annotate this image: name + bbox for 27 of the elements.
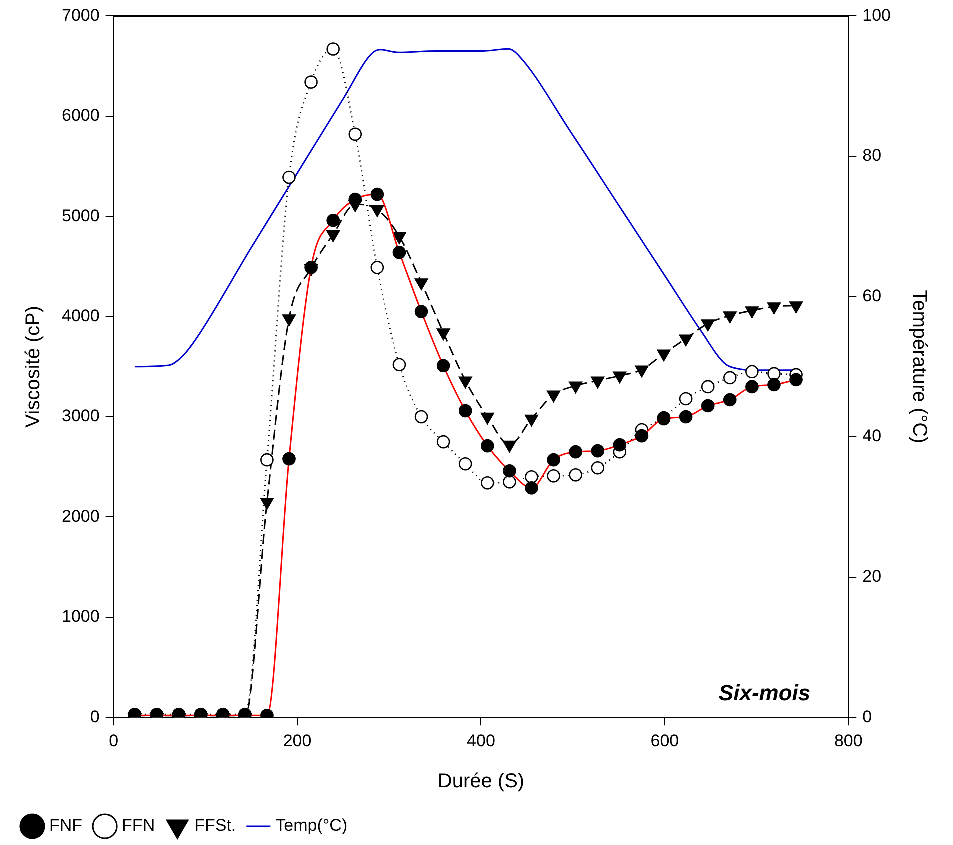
y-tick-label: 2000	[62, 506, 100, 526]
x-tick-label: 800	[834, 731, 863, 750]
y2-tick-label: 40	[862, 426, 882, 446]
y2-tick-label: 0	[862, 707, 872, 726]
x-tick-label: 400	[467, 731, 496, 750]
y-tick-label: 1000	[62, 607, 100, 626]
y-tick-label: 4000	[62, 306, 100, 326]
y2-tick-label: 100	[862, 6, 892, 25]
y2-axis-title: Température (°C)	[908, 290, 930, 444]
y-tick-label: 5000	[62, 206, 100, 226]
x-tick-label: 600	[650, 731, 680, 750]
x-axis-title: Durée (S)	[438, 770, 525, 793]
y-tick-label: 6000	[62, 106, 100, 126]
legend-label: FFSt.	[194, 816, 236, 836]
legend-label: FNF	[50, 816, 83, 836]
legend-label: Temp(°C)	[276, 816, 348, 836]
annotation: Six-mois	[718, 680, 811, 706]
y2-tick-label: 20	[862, 567, 882, 586]
y2-tick-label: 80	[862, 146, 882, 166]
y-tick-label: 3000	[62, 406, 100, 426]
x-tick-label: 0	[109, 731, 119, 750]
y2-tick-label: 60	[862, 286, 882, 306]
legend-label: FFN	[122, 816, 156, 836]
y-axis-title: Viscosité (cP)	[22, 306, 45, 428]
y-tick-label: 7000	[62, 6, 100, 25]
x-tick-label: 200	[283, 731, 312, 750]
y-tick-label: 0	[90, 707, 100, 726]
